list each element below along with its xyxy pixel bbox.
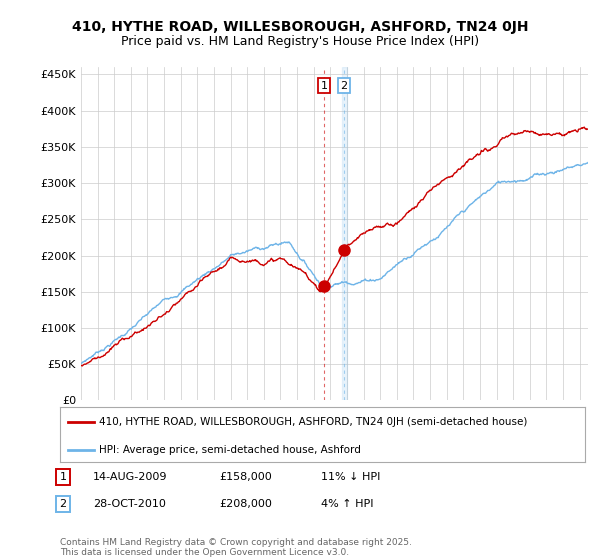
Text: 2: 2 bbox=[59, 499, 67, 509]
Text: 28-OCT-2010: 28-OCT-2010 bbox=[93, 499, 166, 509]
Text: 14-AUG-2009: 14-AUG-2009 bbox=[93, 472, 167, 482]
Text: 1: 1 bbox=[320, 81, 328, 91]
Text: 4% ↑ HPI: 4% ↑ HPI bbox=[321, 499, 373, 509]
Text: 11% ↓ HPI: 11% ↓ HPI bbox=[321, 472, 380, 482]
Text: 410, HYTHE ROAD, WILLESBOROUGH, ASHFORD, TN24 0JH (semi-detached house): 410, HYTHE ROAD, WILLESBOROUGH, ASHFORD,… bbox=[100, 418, 528, 427]
Text: £158,000: £158,000 bbox=[219, 472, 272, 482]
Text: HPI: Average price, semi-detached house, Ashford: HPI: Average price, semi-detached house,… bbox=[100, 445, 361, 455]
Bar bbox=[341, 67, 347, 400]
Text: Contains HM Land Registry data © Crown copyright and database right 2025.
This d: Contains HM Land Registry data © Crown c… bbox=[60, 538, 412, 557]
Text: Price paid vs. HM Land Registry's House Price Index (HPI): Price paid vs. HM Land Registry's House … bbox=[121, 35, 479, 48]
Text: 2: 2 bbox=[341, 81, 348, 91]
Text: 410, HYTHE ROAD, WILLESBOROUGH, ASHFORD, TN24 0JH: 410, HYTHE ROAD, WILLESBOROUGH, ASHFORD,… bbox=[72, 20, 528, 34]
Text: 1: 1 bbox=[59, 472, 67, 482]
Text: £208,000: £208,000 bbox=[219, 499, 272, 509]
